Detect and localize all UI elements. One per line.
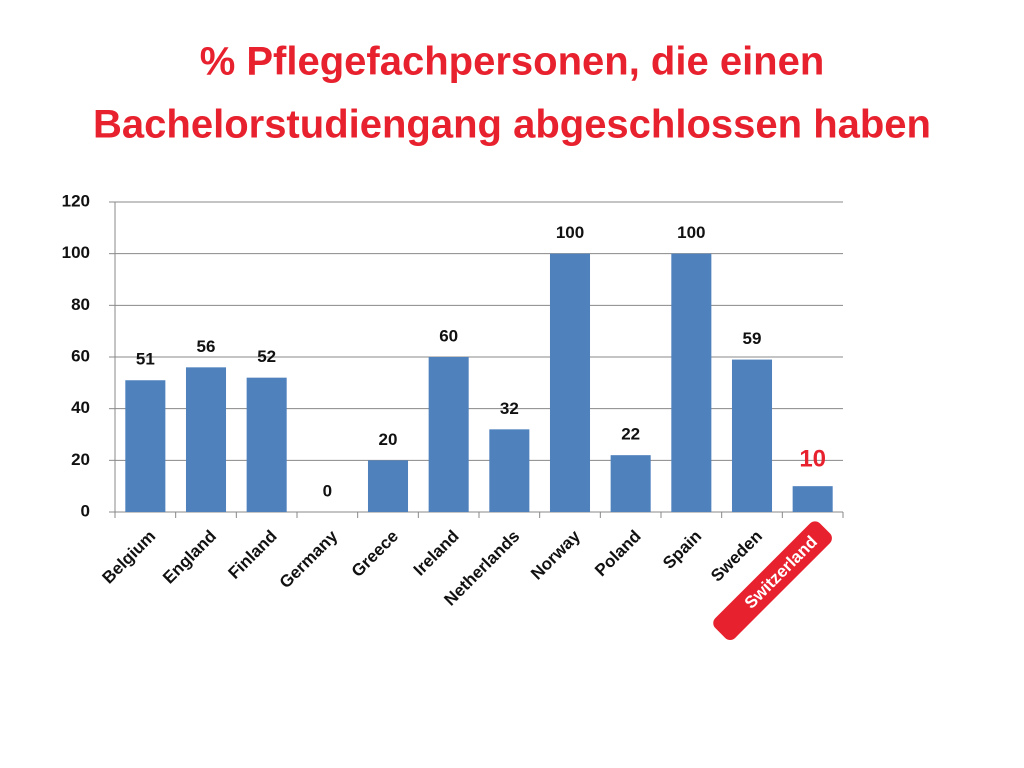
bar bbox=[731, 359, 773, 512]
x-tick-label: Ireland bbox=[410, 527, 463, 580]
x-tick-label: Spain bbox=[659, 527, 705, 573]
y-tick-label: 0 bbox=[81, 501, 90, 520]
bar bbox=[671, 253, 712, 512]
chart-title: Bachelorstudiengang abgeschlossen haben bbox=[93, 103, 931, 147]
data-label: 100 bbox=[677, 223, 705, 242]
x-tick-label: England bbox=[159, 527, 220, 588]
x-tick-label: Germany bbox=[276, 526, 342, 592]
data-label: 10 bbox=[799, 446, 826, 473]
data-label: 56 bbox=[197, 337, 216, 356]
y-tick-label: 20 bbox=[71, 450, 90, 469]
bar bbox=[125, 380, 166, 512]
data-label: 32 bbox=[500, 399, 519, 418]
bar bbox=[246, 377, 287, 512]
x-tick-label: Greece bbox=[348, 527, 402, 581]
x-tick-label: Belgium bbox=[98, 527, 159, 588]
data-label: 60 bbox=[439, 326, 458, 345]
category-highlight bbox=[711, 519, 834, 642]
bar bbox=[792, 486, 833, 512]
data-label: 52 bbox=[257, 347, 276, 366]
bar bbox=[367, 460, 409, 512]
data-label: 22 bbox=[621, 425, 640, 444]
y-tick-label: 40 bbox=[71, 398, 90, 417]
data-label: 51 bbox=[136, 350, 155, 369]
x-tick-label: Norway bbox=[527, 526, 584, 583]
data-label: 100 bbox=[556, 223, 584, 242]
y-tick-label: 60 bbox=[71, 346, 90, 365]
x-tick-label: Finland bbox=[224, 527, 280, 583]
bar bbox=[185, 367, 227, 512]
data-label: 0 bbox=[323, 481, 332, 500]
chart-title: % Pflegefachpersonen, die einen bbox=[200, 40, 825, 84]
bar bbox=[610, 455, 651, 512]
y-tick-label: 80 bbox=[71, 295, 90, 314]
bar bbox=[489, 429, 530, 512]
x-tick-label: Poland bbox=[591, 527, 645, 581]
y-tick-label: 100 bbox=[62, 243, 90, 262]
bar bbox=[428, 357, 469, 512]
data-label: 20 bbox=[379, 430, 398, 449]
data-label: 59 bbox=[743, 329, 762, 348]
y-tick-label: 120 bbox=[62, 191, 90, 210]
bar bbox=[549, 253, 591, 512]
